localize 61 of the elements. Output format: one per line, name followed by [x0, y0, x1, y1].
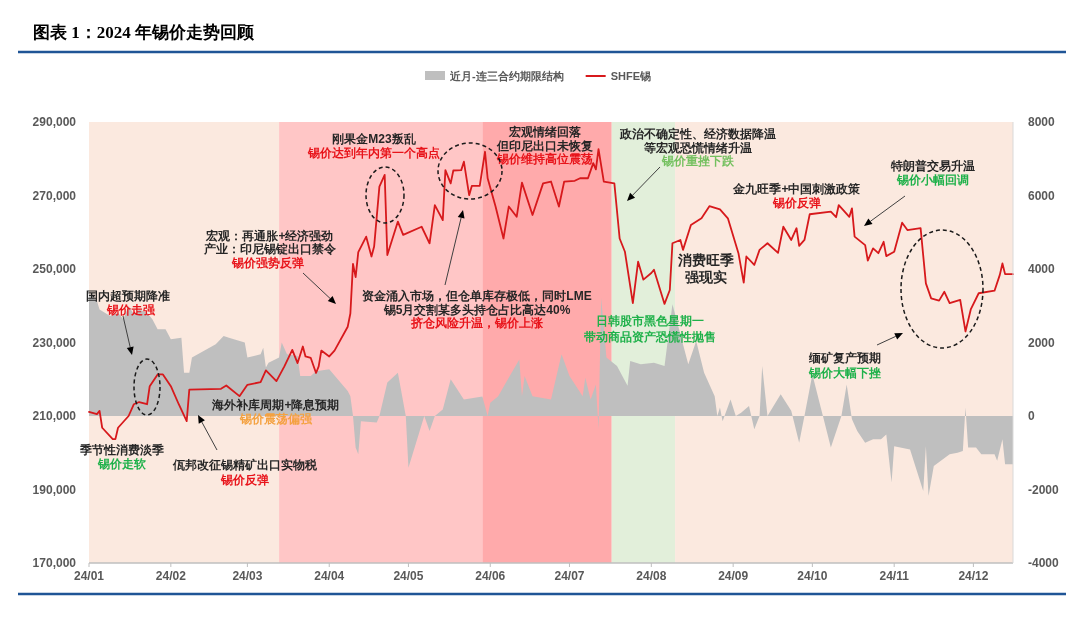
annotation: 但印尼出口未恢复: [496, 139, 593, 153]
annotation: 等宏观恐慌情绪升温: [643, 141, 752, 155]
annotation: 宏观情绪回落: [508, 125, 582, 139]
annotation: 锡价维持高位震荡: [496, 152, 593, 166]
y2-tick-label: 0: [1028, 409, 1035, 423]
y-tick-label: 270,000: [32, 188, 77, 203]
y-tick-label: 170,000: [32, 556, 77, 570]
annotation: 季节性消费淡季: [79, 443, 165, 457]
annotation: 锡价走强: [106, 303, 156, 317]
y2-tick-label: -2000: [1028, 482, 1060, 497]
x-tick-label: 24/05: [393, 569, 424, 583]
x-tick-label: 24/02: [155, 569, 187, 583]
annotation: 锡价大幅下挫: [808, 366, 881, 380]
annotation: 国内超预期降准: [86, 289, 170, 303]
annotation: 锡价小幅回调: [896, 173, 969, 187]
y-tick-label: 250,000: [32, 262, 77, 276]
y2-tick-label: -4000: [1028, 556, 1060, 570]
annotation: 日韩股市黑色星期一: [596, 314, 704, 328]
annotation: 锡价强势反弹: [231, 256, 304, 270]
y-tick-label: 290,000: [32, 115, 77, 129]
y-tick-label: 190,000: [32, 482, 77, 497]
x-tick-label: 24/11: [879, 569, 910, 583]
y2-tick-label: 8000: [1028, 115, 1056, 129]
x-tick-label: 24/01: [73, 569, 105, 583]
annotation: 锡价走软: [97, 457, 147, 471]
annotation: 锡价震荡偏强: [239, 412, 313, 426]
x-tick-label: 24/04: [314, 569, 345, 583]
x-tick-label: 24/07: [554, 569, 585, 583]
x-tick-label: 24/09: [718, 569, 749, 583]
y-tick-label: 210,000: [32, 409, 77, 423]
annotation: 锡价反弹: [772, 196, 821, 210]
annotation: 带动商品资产恐慌性抛售: [584, 330, 716, 344]
annotation: 锡5月交割某多头持仓占比高达40%: [382, 303, 571, 317]
legend-label: 近月-连三合约期限结构: [449, 70, 564, 82]
y2-tick-label: 2000: [1028, 335, 1056, 350]
annotation: 佤邦改征锡精矿出口实物税: [172, 458, 318, 472]
y-tick-label: 230,000: [32, 335, 77, 350]
annotation: 锡价重挫下跌: [661, 154, 735, 168]
x-tick-label: 24/12: [958, 569, 989, 583]
x-tick-label: 24/03: [232, 569, 263, 583]
annotation: 挤仓风险升温，锡价上涨: [410, 316, 544, 330]
annotation: 产业：印尼锡锭出口禁令: [203, 242, 337, 256]
annotation: 消费旺季: [677, 252, 734, 268]
annotation: 锡价反弹: [220, 473, 269, 487]
annotation: 金九旺季+中国刺激政策: [732, 182, 862, 196]
x-tick-label: 24/06: [475, 569, 506, 583]
annotation: 特朗普交易升温: [890, 159, 975, 173]
annotation: 强现实: [685, 269, 727, 285]
legend-label: SHFE锡: [610, 70, 652, 82]
annotation: 海外补库周期+降息预期: [211, 398, 340, 412]
y2-tick-label: 4000: [1028, 262, 1056, 276]
chart-title: 图表 1：2024 年锡价走势回顾: [33, 23, 255, 42]
annotation: 宏观：再通胀+经济强劲: [205, 229, 334, 243]
x-tick-label: 24/10: [797, 569, 828, 583]
x-tick-label: 24/08: [636, 569, 667, 583]
annotation: 刚果金M23叛乱: [332, 132, 416, 146]
annotation: 锡价达到年内第一个高点: [307, 146, 440, 160]
annotation: 缅矿复产预期: [808, 351, 881, 365]
annotation: 资金涌入市场，但仓单库存极低，同时LME: [362, 289, 592, 303]
annotation: 政治不确定性、经济数据降温: [619, 127, 776, 141]
y2-tick-label: 6000: [1028, 188, 1056, 203]
